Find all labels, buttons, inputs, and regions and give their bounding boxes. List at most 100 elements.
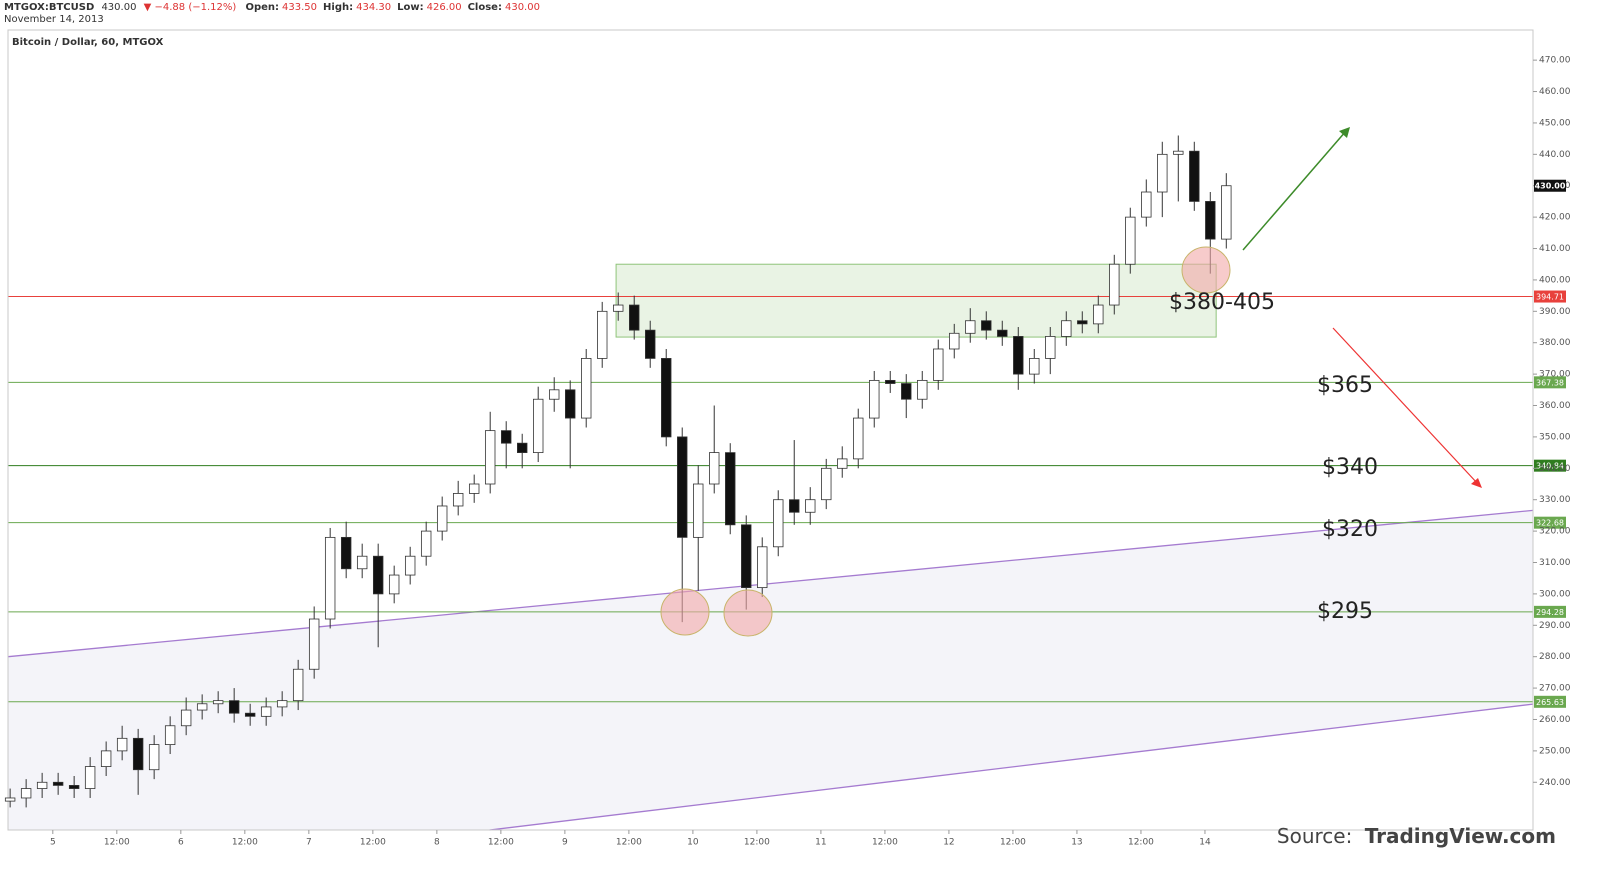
- y-tick-label: 390.00: [1539, 307, 1571, 317]
- trendline: [489, 703, 1534, 831]
- candle-body: [148, 744, 160, 771]
- trendline: [7, 509, 1534, 658]
- x-tick-label: 5: [50, 838, 56, 848]
- y-tick-label: 280.00: [1539, 652, 1571, 662]
- candle-body: [20, 788, 32, 799]
- arrow-down: [1332, 327, 1479, 485]
- arrow-up: [1242, 130, 1347, 251]
- x-tick-label: 10: [687, 838, 699, 848]
- candle-body: [132, 737, 144, 771]
- x-tick-label: 12:00: [744, 838, 770, 848]
- candle-body: [949, 332, 960, 350]
- field-value: 430.00: [505, 2, 540, 13]
- candle-body: [1189, 150, 1200, 202]
- arrowhead: [1471, 478, 1482, 488]
- y-tick-label: 320.00: [1539, 527, 1571, 537]
- candle-body: [1205, 201, 1216, 240]
- candle-body: [741, 524, 752, 589]
- candle-body: [1157, 153, 1168, 193]
- candle-body: [773, 499, 784, 548]
- candle-body: [1013, 336, 1024, 375]
- candle-body: [4, 797, 16, 802]
- header-line: MTGOX:BTCUSD 430.00 ▼ −4.88 (−1.12%) Ope…: [4, 2, 540, 13]
- candle-body: [196, 703, 208, 711]
- candle-body: [228, 700, 240, 714]
- level-tag-label: 294.28: [1536, 608, 1564, 617]
- candle-body: [981, 320, 992, 331]
- x-tick-label: 13: [1071, 838, 1082, 848]
- candle-body: [1109, 263, 1120, 306]
- candle-body: [212, 700, 224, 705]
- level-tag: [1534, 605, 1566, 618]
- candle-body: [372, 555, 384, 595]
- y-tick-label: 300.00: [1539, 589, 1571, 599]
- candle-body: [180, 709, 192, 727]
- candle-body: [1141, 191, 1152, 218]
- y-tick-label: 310.00: [1539, 558, 1571, 568]
- candle-body: [68, 785, 80, 789]
- candle-body: [260, 706, 272, 717]
- y-tick-label: 330.00: [1539, 495, 1571, 505]
- x-tick-label: 12:00: [104, 838, 130, 848]
- candle-body: [997, 329, 1008, 337]
- annotation: $340: [1322, 455, 1378, 480]
- candle-body: [709, 452, 720, 485]
- x-tick-label: 12:00: [360, 838, 386, 848]
- annotation: $365: [1317, 373, 1373, 398]
- candle-body: [500, 430, 512, 444]
- y-tick-label: 460.00: [1539, 87, 1571, 97]
- level-tag-label: 322.68: [1536, 519, 1564, 528]
- x-tick-label: 12:00: [1000, 838, 1026, 848]
- arrowhead: [1339, 127, 1350, 138]
- candle-body: [613, 304, 624, 312]
- candle-body: [533, 398, 544, 454]
- candle-body: [1221, 185, 1232, 240]
- y-tick-label: 340.00: [1539, 464, 1571, 474]
- highlight-circle: [1181, 246, 1231, 294]
- candle-body: [789, 499, 800, 513]
- y-tick-label: 260.00: [1539, 715, 1571, 725]
- x-tick-label: 12:00: [616, 838, 642, 848]
- candle-body: [837, 458, 848, 469]
- field-label: High:: [323, 2, 353, 13]
- candle-body: [581, 358, 592, 419]
- candle-body: [933, 348, 944, 381]
- candle-body: [757, 546, 768, 589]
- candle-body: [292, 668, 304, 702]
- candle-body: [693, 483, 704, 538]
- y-tick-label: 440.00: [1539, 150, 1571, 160]
- y-tick-label: 370.00: [1539, 370, 1571, 380]
- level-tag-label: 394.71: [1536, 293, 1564, 302]
- level-tag: [1534, 516, 1566, 529]
- x-tick-label: 9: [562, 838, 568, 848]
- x-tick-label: 6: [178, 838, 184, 848]
- candle-body: [517, 442, 528, 454]
- candle-body: [420, 530, 432, 557]
- candle-body: [388, 574, 400, 595]
- x-tick-label: 11: [815, 838, 826, 848]
- y-tick-label: 360.00: [1539, 401, 1571, 411]
- candle-body: [244, 712, 256, 717]
- x-tick-label: 12:00: [1128, 838, 1154, 848]
- y-tick-label: 290.00: [1539, 621, 1571, 631]
- candle-body: [340, 536, 352, 570]
- candle-body: [1093, 304, 1104, 325]
- source-label: Source:: [1277, 824, 1352, 848]
- y-tick-label: 410.00: [1539, 244, 1571, 254]
- candle-body: [100, 750, 112, 767]
- candle-body: [1125, 216, 1136, 265]
- candle-body: [36, 781, 48, 789]
- candle-body: [597, 310, 608, 359]
- source-site: TradingView.com: [1365, 824, 1556, 848]
- candle-body: [276, 700, 288, 708]
- candle-body: [869, 379, 880, 419]
- candle-body: [52, 781, 64, 786]
- field-value: 433.50: [282, 2, 317, 13]
- x-tick-label: 12:00: [488, 838, 514, 848]
- y-tick-label: 420.00: [1539, 213, 1571, 223]
- candle-body: [324, 536, 336, 620]
- candle-body: [404, 555, 416, 576]
- candle-body: [965, 320, 976, 334]
- level-tag-label: 367.38: [1536, 378, 1564, 387]
